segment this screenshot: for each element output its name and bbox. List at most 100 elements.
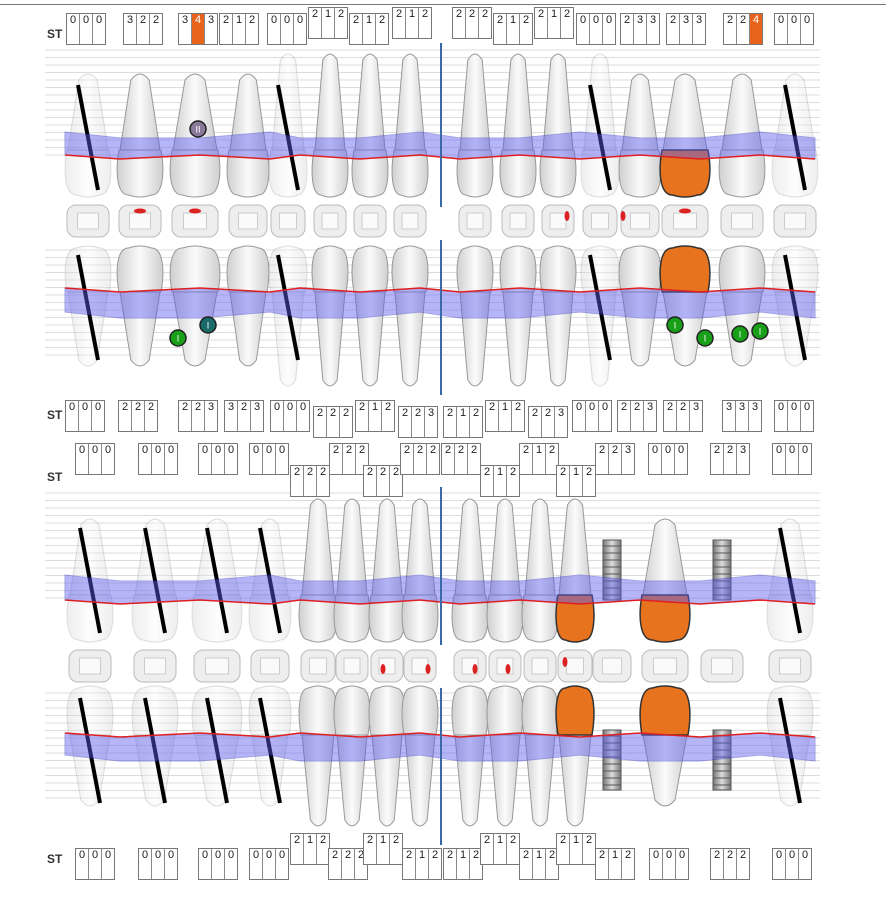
st-value[interactable]: 0 xyxy=(89,849,102,879)
st-value[interactable]: 0 xyxy=(263,849,276,879)
st-value[interactable]: 2 xyxy=(304,466,317,496)
st-value[interactable]: 1 xyxy=(507,14,520,44)
st-value[interactable]: 2 xyxy=(509,834,517,846)
st-value[interactable]: 2 xyxy=(137,14,150,44)
st-value[interactable]: 0 xyxy=(586,401,599,431)
st-value[interactable]: 2 xyxy=(529,407,542,437)
st-value[interactable]: 2 xyxy=(319,466,327,478)
st-value[interactable]: 1 xyxy=(416,849,429,879)
st-value[interactable]: 2 xyxy=(453,8,466,38)
st-value[interactable]: 2 xyxy=(421,8,429,20)
st-value[interactable]: 1 xyxy=(570,834,583,864)
st-value[interactable]: 0 xyxy=(590,14,603,44)
st-value[interactable]: 2 xyxy=(481,466,494,496)
st-value[interactable]: 0 xyxy=(271,401,284,431)
st-value[interactable]: 2 xyxy=(609,444,622,474)
st-value[interactable]: 2 xyxy=(401,444,414,474)
st-value[interactable]: 2 xyxy=(238,401,251,431)
st-value[interactable]: 2 xyxy=(119,401,132,431)
st-value[interactable]: 2 xyxy=(309,8,322,38)
st-value[interactable]: 2 xyxy=(356,401,369,431)
st-value[interactable]: 1 xyxy=(533,444,546,474)
st-value[interactable]: 3 xyxy=(634,14,647,44)
st-value[interactable]: 0 xyxy=(801,444,809,456)
st-value[interactable]: 2 xyxy=(343,444,356,474)
st-value[interactable]: 2 xyxy=(711,444,724,474)
st-value[interactable]: 2 xyxy=(342,849,355,879)
st-value[interactable]: 1 xyxy=(494,834,507,864)
st-value[interactable]: 2 xyxy=(357,849,365,861)
st-value[interactable]: 2 xyxy=(618,401,631,431)
st-value[interactable]: 3 xyxy=(253,401,261,413)
st-value[interactable]: 0 xyxy=(281,14,294,44)
st-value[interactable]: 2 xyxy=(535,8,548,38)
st-value[interactable]: 1 xyxy=(369,401,382,431)
st-value[interactable]: 3 xyxy=(649,14,657,26)
st-value[interactable]: 0 xyxy=(773,444,786,474)
st-value[interactable]: 0 xyxy=(167,849,175,861)
st-value[interactable]: 0 xyxy=(788,401,801,431)
st-value[interactable]: 1 xyxy=(406,8,419,38)
st-value[interactable]: 2 xyxy=(548,849,556,861)
st-value[interactable]: 0 xyxy=(678,849,686,861)
st-value[interactable]: 2 xyxy=(520,444,533,474)
st-value[interactable]: 2 xyxy=(358,444,366,456)
st-value[interactable]: 2 xyxy=(392,466,400,478)
st-value[interactable]: 2 xyxy=(455,444,468,474)
st-value[interactable]: 0 xyxy=(278,849,286,861)
st-value[interactable]: 2 xyxy=(444,407,457,437)
st-value[interactable]: 0 xyxy=(250,444,263,474)
st-value[interactable]: 0 xyxy=(573,401,586,431)
st-value[interactable]: 0 xyxy=(601,401,609,413)
st-value[interactable]: 1 xyxy=(377,834,390,864)
st-value[interactable]: 2 xyxy=(557,834,570,864)
st-value[interactable]: 2 xyxy=(431,849,439,861)
st-value[interactable]: 0 xyxy=(94,401,102,413)
st-value[interactable]: 2 xyxy=(514,401,522,413)
st-value[interactable]: 2 xyxy=(132,401,145,431)
st-value[interactable]: 2 xyxy=(364,834,377,864)
st-value[interactable]: 0 xyxy=(775,14,788,44)
st-value[interactable]: 0 xyxy=(649,444,662,474)
st-value[interactable]: 0 xyxy=(299,401,307,413)
st-value[interactable]: 2 xyxy=(429,444,437,456)
st-value[interactable]: 2 xyxy=(520,849,533,879)
st-value[interactable]: 3 xyxy=(723,401,736,431)
st-value[interactable]: 2 xyxy=(472,849,480,861)
st-value[interactable]: 0 xyxy=(263,444,276,474)
st-value[interactable]: 0 xyxy=(152,444,165,474)
st-value[interactable]: 2 xyxy=(466,8,479,38)
st-value[interactable]: 1 xyxy=(304,834,317,864)
st-value[interactable]: 0 xyxy=(662,444,675,474)
st-value[interactable]: 0 xyxy=(199,444,212,474)
st-value[interactable]: 0 xyxy=(104,444,112,456)
st-value[interactable]: 0 xyxy=(788,14,801,44)
